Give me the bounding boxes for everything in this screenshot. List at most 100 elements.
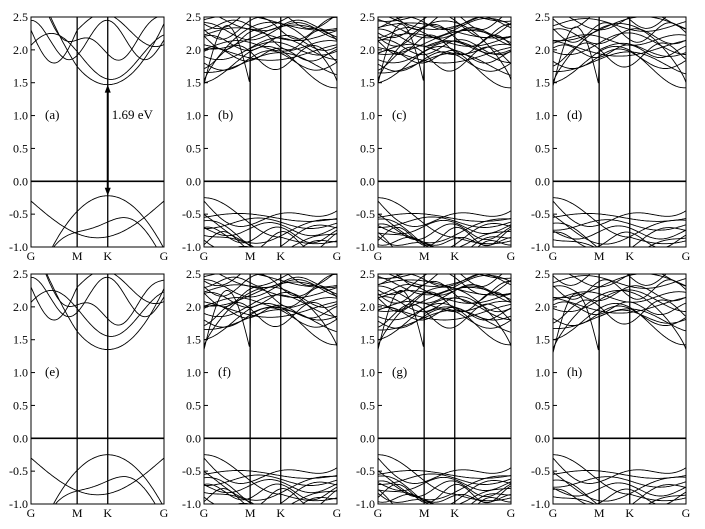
band-7 — [204, 40, 337, 52]
y-tick-label: 2.0 — [535, 300, 550, 314]
y-tick-label: 0.0 — [535, 174, 550, 188]
y-tick-label: 2.0 — [186, 300, 201, 314]
band-12 — [567, 17, 686, 31]
band-2 — [31, 274, 164, 321]
y-tick-label: -0.5 — [182, 464, 201, 478]
band-12 — [378, 28, 511, 47]
band-19 — [553, 214, 686, 245]
band-5 — [553, 40, 686, 57]
x-tick-label-0: G — [549, 249, 558, 263]
band-35 — [378, 489, 511, 504]
panel-label: (f) — [218, 364, 231, 379]
band-25 — [204, 220, 337, 247]
band-15 — [204, 17, 337, 31]
panel-label: (a) — [45, 107, 59, 122]
band-33 — [378, 235, 511, 247]
band-11 — [553, 275, 686, 289]
band-6 — [53, 217, 157, 247]
band-3 — [204, 45, 337, 70]
x-tick-label-2: K — [625, 506, 634, 520]
y-tick-label: 2.5 — [186, 10, 201, 24]
band-21 — [378, 17, 511, 22]
band-lines — [378, 17, 511, 247]
band-27 — [378, 470, 511, 501]
x-tick-label-2: K — [103, 249, 112, 263]
band-33 — [378, 492, 511, 504]
y-tick-label: -1.0 — [9, 240, 28, 254]
band-4 — [553, 301, 686, 316]
band-0 — [50, 17, 164, 86]
x-tick-label-0: G — [200, 249, 209, 263]
gap-annotation: 1.69 eV — [112, 107, 154, 122]
band-3 — [31, 19, 164, 61]
y-tick-label: 1.5 — [360, 333, 375, 347]
band-3 — [378, 303, 511, 329]
band-15 — [553, 289, 686, 350]
y-tick-label: 0.0 — [13, 431, 28, 445]
band-5 — [51, 195, 164, 247]
band-16 — [378, 17, 511, 39]
band-13 — [553, 17, 667, 29]
y-tick-label: 2.0 — [13, 300, 28, 314]
band-23 — [553, 237, 686, 247]
y-tick-label: 0.0 — [360, 174, 375, 188]
band-8 — [553, 285, 686, 302]
y-tick-label: 1.5 — [186, 76, 201, 90]
y-tick-label: 1.5 — [535, 76, 550, 90]
band-8 — [204, 34, 337, 51]
y-tick-label: 0.0 — [360, 431, 375, 445]
band-5 — [52, 454, 163, 504]
x-tick-label-1: M — [594, 249, 605, 263]
y-tick-label: 1.0 — [535, 366, 550, 380]
y-tick-label: -0.5 — [9, 207, 28, 221]
band-29 — [204, 496, 337, 504]
plot-frame — [377, 16, 512, 248]
band-0 — [378, 45, 511, 89]
band-21 — [553, 222, 686, 247]
y-tick-label: 1.0 — [360, 109, 375, 123]
band-10 — [553, 274, 686, 299]
x-tick-label-3: G — [507, 506, 516, 520]
panel-label: (c) — [392, 107, 406, 122]
plot-frame — [203, 273, 338, 505]
x-tick-label-2: K — [276, 249, 285, 263]
panel-b: 2.52.01.51.00.50.0-0.5-1.0G M K G(b) — [182, 10, 342, 263]
band-8 — [553, 28, 686, 45]
plot-frame — [552, 16, 687, 248]
band-28 — [378, 216, 511, 228]
band-27 — [204, 233, 337, 247]
x-tick-label-1: M — [245, 506, 256, 520]
band-21 — [378, 274, 511, 279]
band-15 — [553, 23, 686, 83]
y-tick-label: -0.5 — [531, 207, 550, 221]
y-tick-label: 1.0 — [13, 109, 28, 123]
y-tick-label: -1.0 — [9, 497, 28, 511]
band-5 — [553, 297, 686, 314]
x-tick-label-3: G — [333, 506, 342, 520]
band-1 — [378, 52, 511, 76]
band-20 — [553, 219, 686, 231]
y-tick-label: -1.0 — [531, 497, 550, 511]
y-tick-label: 0.0 — [535, 431, 550, 445]
band-4 — [31, 289, 164, 337]
band-11 — [553, 18, 686, 32]
plot-frame — [552, 273, 687, 505]
band-0 — [204, 302, 337, 346]
x-tick-label-0: G — [200, 506, 209, 520]
y-tick-label: 0.5 — [360, 141, 375, 155]
band-9 — [204, 286, 337, 308]
panel-a: 2.52.01.51.00.50.0-0.5-1.0G M K G(a) 1.69 eV — [9, 10, 169, 263]
band-0 — [46, 274, 164, 351]
band-17 — [378, 274, 511, 296]
band-22 — [378, 23, 511, 84]
band-22 — [378, 289, 511, 350]
band-25 — [378, 200, 511, 227]
y-tick-label: -1.0 — [531, 240, 550, 254]
band-14 — [553, 293, 686, 354]
x-tick-label-2: K — [625, 249, 634, 263]
band-27 — [204, 490, 337, 504]
band-8 — [204, 291, 337, 308]
band-18 — [378, 17, 511, 31]
y-tick-label: 2.5 — [535, 10, 550, 24]
